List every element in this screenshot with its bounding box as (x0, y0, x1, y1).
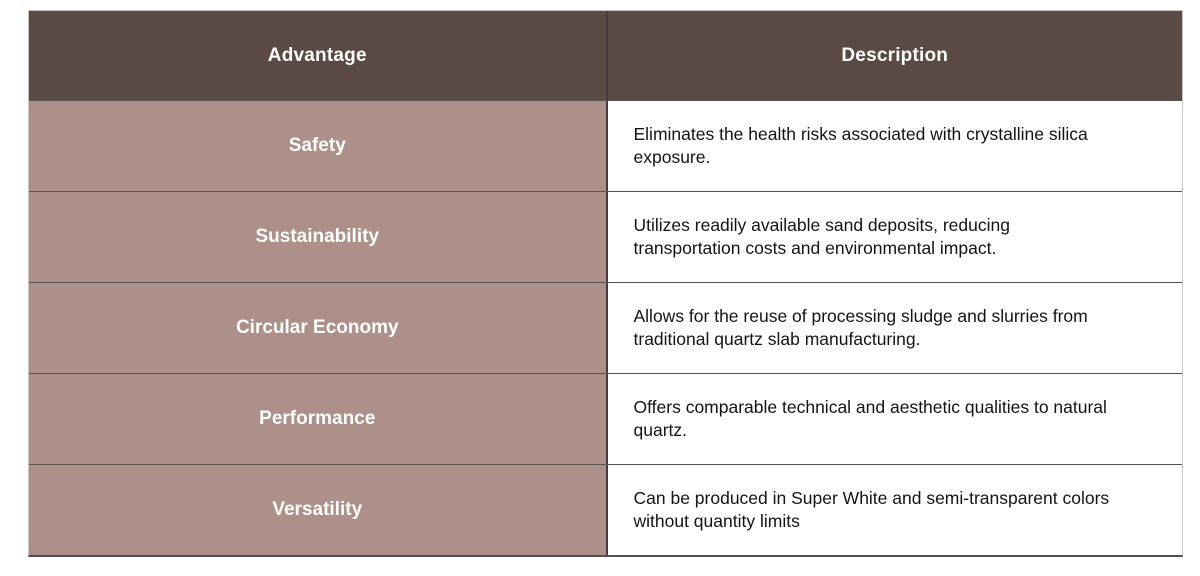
advantage-label: Sustainability (255, 226, 380, 247)
table-row-performance: Performance Offers comparable technical … (29, 373, 1182, 464)
advantage-cell: Safety (29, 101, 606, 191)
column-header-advantage: Advantage (29, 11, 606, 100)
advantage-label: Performance (259, 408, 376, 429)
description-text: Utilizes readily available sand deposits… (633, 214, 1010, 259)
advantage-cell: Circular Economy (29, 283, 606, 373)
advantage-cell: Versatility (29, 465, 606, 555)
table-row-safety: Safety Eliminates the health risks assoc… (29, 100, 1182, 191)
description-text: Eliminates the health risks associated w… (633, 123, 1088, 168)
table-row-versatility: Versatility Can be produced in Super Whi… (29, 464, 1182, 555)
column-header-advantage-label: Advantage (267, 44, 367, 66)
advantage-label: Safety (288, 135, 346, 156)
column-header-description-label: Description (841, 44, 949, 66)
advantage-cell: Sustainability (29, 192, 606, 282)
description-cell: Offers comparable technical and aestheti… (605, 374, 1182, 464)
advantages-table: Advantage Description Safety Eliminates … (28, 10, 1183, 557)
description-text: Allows for the reuse of processing sludg… (633, 305, 1088, 350)
description-cell: Allows for the reuse of processing sludg… (605, 283, 1182, 373)
description-cell: Utilizes readily available sand deposits… (605, 192, 1182, 282)
description-cell: Eliminates the health risks associated w… (605, 101, 1182, 191)
table-row-circular-economy: Circular Economy Allows for the reuse of… (29, 282, 1182, 373)
column-header-description: Description (605, 11, 1182, 100)
advantage-label: Versatility (272, 499, 363, 520)
advantage-label: Circular Economy (235, 317, 399, 338)
description-text: Offers comparable technical and aestheti… (633, 396, 1107, 441)
description-cell: Can be produced in Super White and semi-… (605, 465, 1182, 555)
advantage-cell: Performance (29, 374, 606, 464)
table-row-sustainability: Sustainability Utilizes readily availabl… (29, 191, 1182, 282)
table-header-row: Advantage Description (29, 11, 1182, 100)
description-text: Can be produced in Super White and semi-… (633, 487, 1110, 532)
